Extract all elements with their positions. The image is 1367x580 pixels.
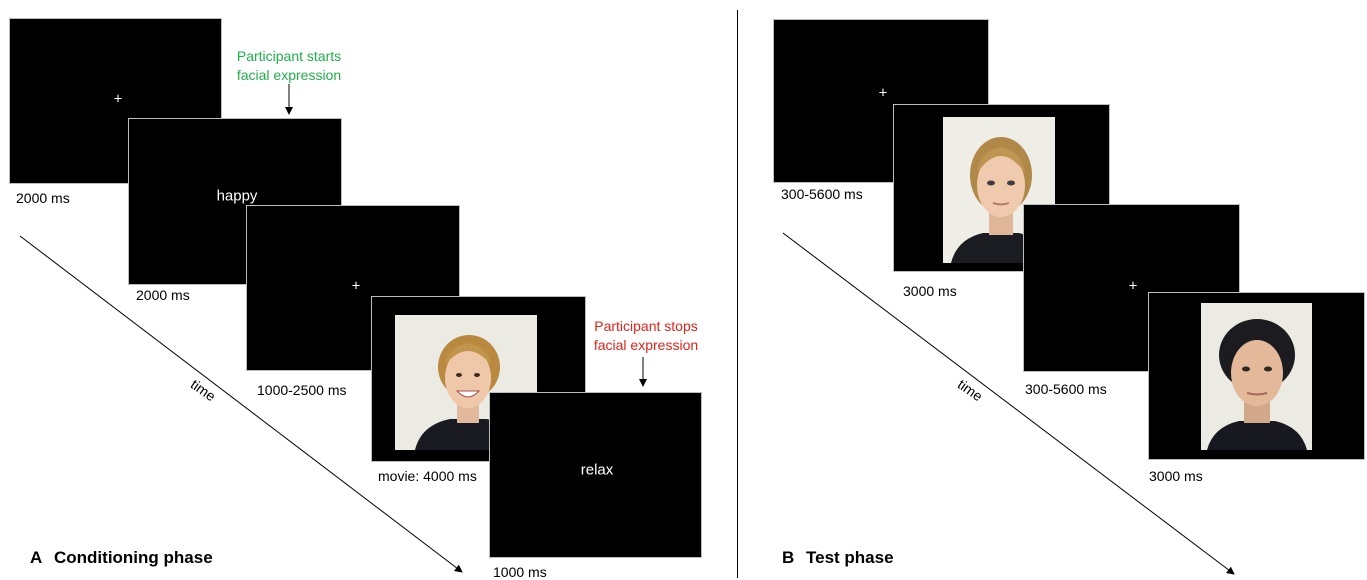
a-cue-screen: happy: [128, 118, 342, 285]
fixation-cross: +: [351, 277, 361, 295]
b-duration-3: 300-5600 ms: [1025, 381, 1107, 397]
panel-a-time-arrow: [19, 84, 647, 573]
panel-b-test: time + 300-5600 ms 3000 ms + 300-5600 ms: [738, 0, 1367, 578]
panel-a-letter: A: [30, 548, 43, 567]
panel-a-title-text: Conditioning phase: [54, 548, 213, 567]
fixation-cross: +: [878, 84, 888, 102]
cue-word: happy: [216, 187, 258, 205]
b-duration-2: 3000 ms: [903, 283, 957, 299]
fixation-cross: +: [1128, 277, 1138, 295]
panel-b-time-arrow: [782, 232, 1235, 575]
fixation-cross: +: [113, 90, 123, 108]
panel-b-letter: B: [782, 548, 795, 567]
a-relax-screen: relax: [489, 392, 702, 558]
b-duration-1: 300-5600 ms: [781, 186, 863, 202]
a-duration-2: 2000 ms: [136, 287, 190, 303]
b-face-screen-2: [1148, 292, 1365, 460]
panel-divider: [737, 10, 738, 578]
a-duration-1: 2000 ms: [16, 190, 70, 206]
panel-b-title-text: Test phase: [806, 548, 894, 567]
neutral-male-face-photo: [1201, 303, 1312, 450]
panel-a-conditioning: time + 2000 ms Participant starts facial…: [9, 18, 702, 580]
a-duration-4: movie: 4000 ms: [378, 468, 477, 484]
a-duration-3: 1000-2500 ms: [257, 382, 347, 398]
start-expression-note: Participant starts facial expression: [236, 48, 342, 83]
stop-expression-note: Participant stops facial expression: [593, 318, 699, 353]
relax-word: relax: [580, 461, 614, 479]
a-duration-5: 1000 ms: [493, 564, 547, 580]
b-duration-4: 3000 ms: [1149, 468, 1203, 484]
panel-b-title: B Test phase: [782, 548, 894, 568]
panel-a-title: A Conditioning phase: [30, 548, 213, 568]
